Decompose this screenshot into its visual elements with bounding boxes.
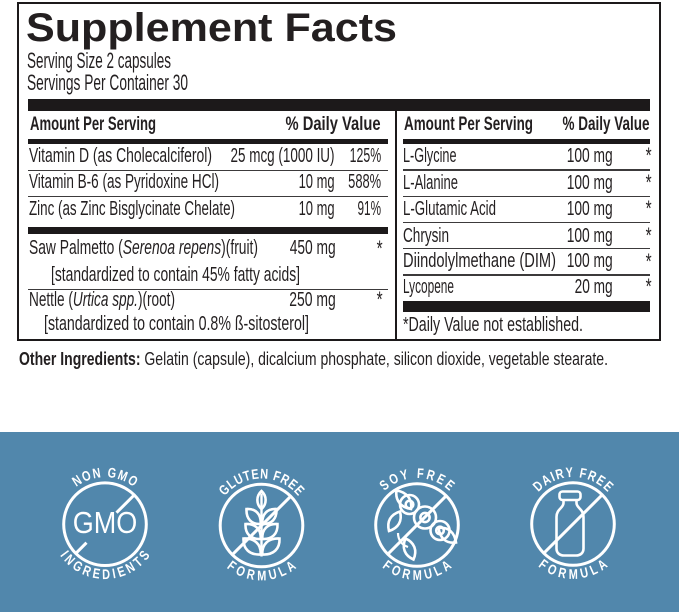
svg-text:U: U xyxy=(423,566,434,583)
svg-text:E: E xyxy=(91,565,101,582)
svg-text:R: R xyxy=(401,566,412,583)
svg-text:GMO: GMO xyxy=(73,505,138,540)
svg-text:I: I xyxy=(57,548,71,560)
svg-text:M: M xyxy=(257,568,266,584)
svg-text:M: M xyxy=(413,568,422,584)
svg-text:M: M xyxy=(569,567,578,583)
svg-text:U: U xyxy=(267,566,278,583)
svg-text:Y: Y xyxy=(399,467,410,484)
svg-text:G: G xyxy=(107,465,118,482)
svg-text:F: F xyxy=(416,466,424,482)
svg-text:R: R xyxy=(425,467,437,484)
svg-text:N: N xyxy=(260,466,269,482)
svg-text:I: I xyxy=(111,566,117,582)
svg-text:Y: Y xyxy=(565,465,574,481)
svg-text:E: E xyxy=(115,563,127,580)
svg-text:F: F xyxy=(271,468,282,485)
svg-text:U: U xyxy=(579,565,590,582)
svg-text:I: I xyxy=(548,469,557,485)
svg-text:D: D xyxy=(102,567,110,583)
svg-text:T: T xyxy=(241,468,252,485)
svg-text:R: R xyxy=(554,466,566,483)
svg-text:R: R xyxy=(557,565,568,582)
svg-text:N: N xyxy=(91,465,101,482)
svg-text:E: E xyxy=(250,466,259,482)
svg-text:F: F xyxy=(578,465,588,482)
svg-text:R: R xyxy=(245,566,256,583)
